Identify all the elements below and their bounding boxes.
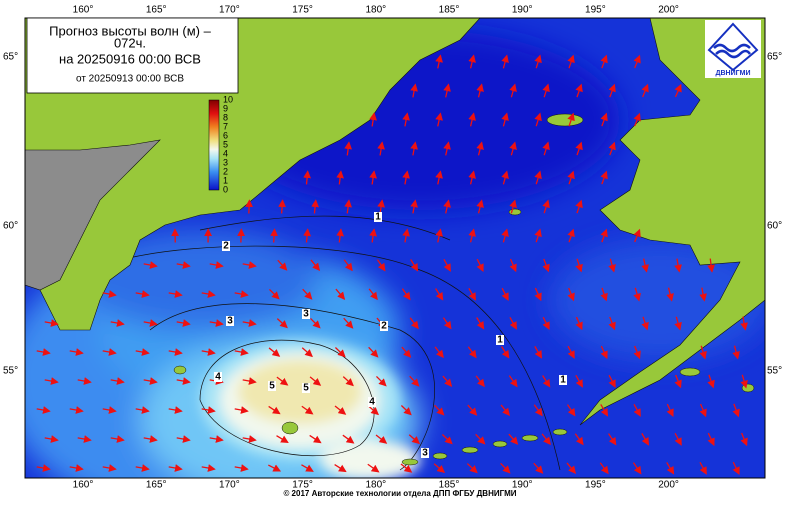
scale-label: 10 [223,94,233,104]
color-scale [209,100,219,190]
longitude-label: 160° [73,480,94,491]
longitude-label: 200° [658,480,679,491]
longitude-label: 160° [73,5,94,16]
scale-label: 7 [223,121,228,131]
scale-label: 5 [223,139,228,149]
contour-label: 3 [422,448,428,459]
scale-label: 6 [223,130,228,140]
contour-label: 4 [215,372,221,383]
lead-time: 072ч. [114,35,146,50]
contour-label: 2 [223,241,229,252]
latitude-label: 55° [3,366,18,377]
footer: © 2017 Авторские технологии отдела ДПП Ф… [283,489,516,498]
contour-label: 3 [303,309,309,320]
longitude-label: 190° [512,5,533,16]
contour-label: 4 [369,397,375,408]
contour-label: 2 [381,321,387,332]
valid-time: на 20250916 00:00 ВСВ [59,51,201,66]
contour-label: 5 [269,381,275,392]
longitude-label: 165° [146,5,167,16]
wave-arrow [249,201,250,214]
longitude-label: 170° [219,480,240,491]
longitude-label: 165° [146,480,167,491]
logo-text: ДВНИГМИ [716,70,751,77]
contour-label: 1 [497,335,503,346]
longitude-label: 180° [365,5,386,16]
longitude-label: 170° [219,5,240,16]
longitude-label: 200° [658,5,679,16]
longitude-label: 195° [585,5,606,16]
wave-arrow [282,201,283,214]
issue-time: от 20250913 00:00 ВСВ [76,74,184,85]
latitude-label: 60° [3,221,18,232]
longitude-label: 195° [585,480,606,491]
scale-label: 0 [223,184,228,194]
latitude-label: 65° [3,52,18,63]
latitude-label: 60° [767,221,782,232]
latitude-label: 55° [767,366,782,377]
contour-label: 3 [227,316,233,327]
scale-label: 4 [223,148,228,158]
scale-label: 1 [223,175,228,185]
contour-label: 1 [560,375,566,386]
scale-label: 9 [223,103,228,113]
contour-label: 1 [375,212,381,223]
wave-arrow [274,230,275,243]
scale-label: 2 [223,166,228,176]
contour-label: 5 [303,383,309,394]
longitude-label: 175° [292,5,313,16]
scale-label: 8 [223,112,228,122]
latitude-label: 65° [767,52,782,63]
scale-label: 3 [223,157,228,167]
longitude-label: 185° [439,5,460,16]
